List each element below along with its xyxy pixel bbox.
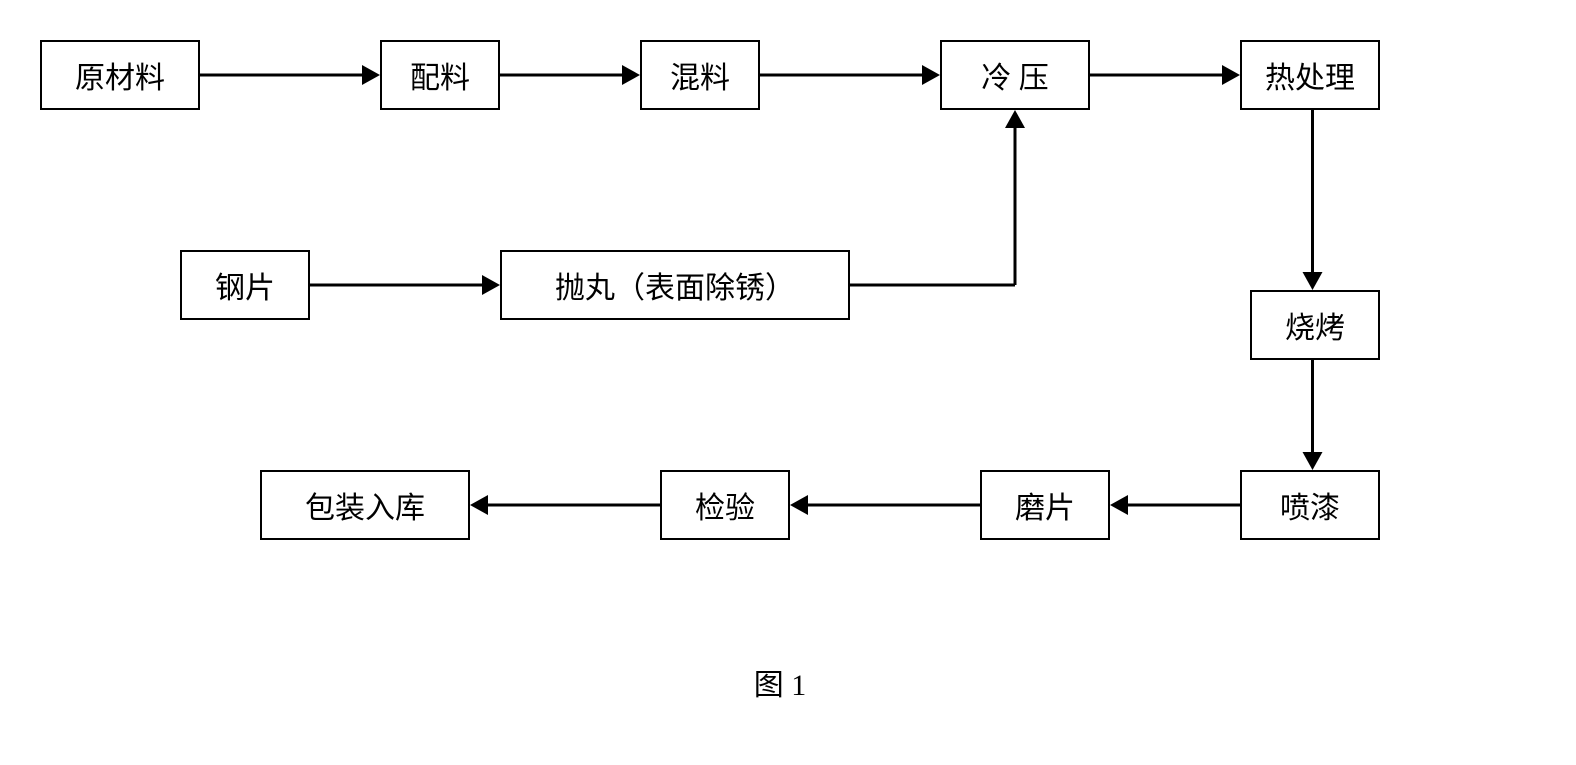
node-coldpress: 冷 压 (940, 40, 1090, 110)
node-pack: 包装入库 (260, 470, 470, 540)
node-label: 磨片 (1015, 483, 1075, 527)
node-paint: 喷漆 (1240, 470, 1380, 540)
node-label: 检验 (695, 483, 755, 527)
node-label: 热处理 (1265, 53, 1355, 97)
node-steel: 钢片 (180, 250, 310, 320)
node-shot: 抛丸（表面除锈） (500, 250, 850, 320)
node-raw: 原材料 (40, 40, 200, 110)
node-label: 喷漆 (1280, 483, 1340, 527)
node-label: 烧烤 (1285, 303, 1345, 347)
node-label: 配料 (410, 53, 470, 97)
node-batch: 配料 (380, 40, 500, 110)
node-bake: 烧烤 (1250, 290, 1380, 360)
node-grind: 磨片 (980, 470, 1110, 540)
node-label: 原材料 (75, 53, 165, 97)
node-label: 冷 压 (981, 53, 1049, 97)
flowchart-canvas: 原材料 配料 混料 冷 压 热处理钢片 抛丸（表面除锈） 烧烤喷漆 磨片 检验 包装入库 图 1 (20, 20, 1576, 745)
node-label: 抛丸（表面除锈） (555, 263, 795, 307)
node-heat: 热处理 (1240, 40, 1380, 110)
arrows-layer (20, 20, 1576, 745)
node-inspect: 检验 (660, 470, 790, 540)
node-label: 钢片 (215, 263, 275, 307)
figure-caption: 图 1 (720, 660, 840, 704)
node-label: 包装入库 (305, 483, 425, 527)
node-label: 混料 (670, 53, 730, 97)
node-mix: 混料 (640, 40, 760, 110)
